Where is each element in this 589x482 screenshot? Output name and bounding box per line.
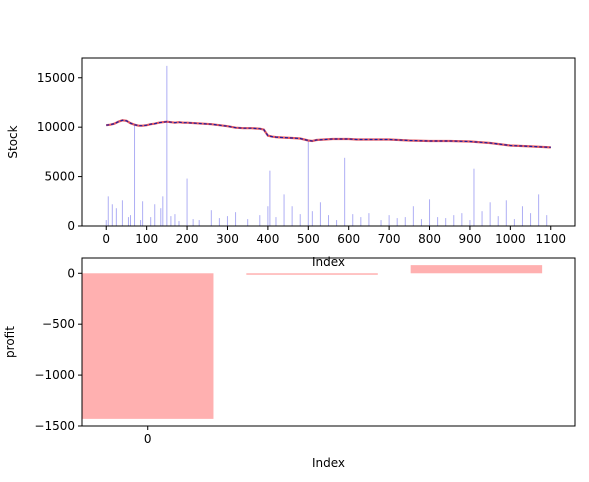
profit-x-axis-label: Index [312,456,345,470]
profit-bar [82,273,214,419]
profit-y-tick-label: −1000 [34,368,75,382]
stock-x-tick-label: 200 [176,232,199,246]
profit-y-tick-label: 0 [67,266,75,280]
profit-bar [410,265,543,274]
stock-y-tick-label: 0 [67,219,75,233]
stock-x-tick-label: 700 [378,232,401,246]
stock-x-tick-label: 400 [256,232,279,246]
volume-bars [105,65,548,226]
stock-x-tick-label: 300 [216,232,239,246]
stock-x-tick-label: 1100 [535,232,566,246]
stock-chart-ticks: 0 100 200 300 400 500 600 700 800 900 1000 1100 0 500… [37,71,566,246]
stock-chart: 0 100 200 300 400 500 600 700 800 900 1000 1100 0 500… [6,57,576,269]
profit-y-tick-label: −500 [42,317,75,331]
stock-y-tick-label: 10000 [37,120,75,134]
profit-x-tick-label: 0 [144,432,152,446]
profit-chart: 0 0 −500 −1000 −1500 profit Index [3,257,576,470]
stock-x-axis-label: Index [312,255,345,269]
stock-x-tick-label: 0 [102,232,110,246]
stock-chart-frame [81,57,576,227]
stock-x-tick-label: 1000 [495,232,526,246]
stock-y-tick-label: 15000 [37,71,75,85]
stock-x-tick-label: 600 [337,232,360,246]
stock-y-axis-label: Stock [6,125,20,158]
price-line-main [106,119,551,148]
profit-bar [246,273,378,275]
stock-x-tick-label: 800 [418,232,441,246]
stock-y-tick-label: 5000 [44,170,75,184]
profit-bars [82,265,543,419]
stock-x-tick-label: 100 [135,232,158,246]
stock-x-tick-label: 500 [297,232,320,246]
profit-y-tick-label: −1500 [34,419,75,433]
price-line [106,119,551,149]
profit-y-axis-label: profit [3,326,17,358]
stock-x-tick-label: 900 [458,232,481,246]
profit-chart-ticks: 0 0 −500 −1000 −1500 [34,266,151,446]
profit-chart-frame [81,257,576,427]
